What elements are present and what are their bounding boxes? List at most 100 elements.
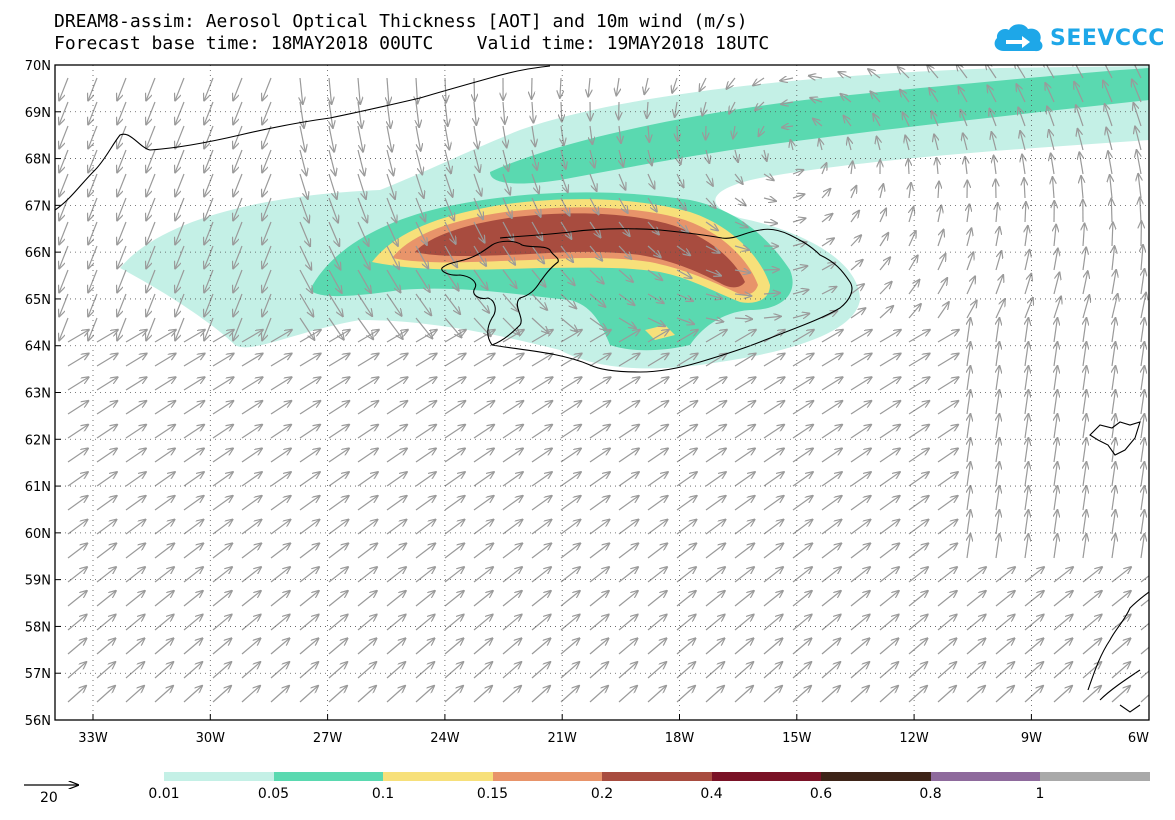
wind-arrow [618,639,637,655]
latitude-label: 66N [25,246,51,261]
wind-arrow [850,686,869,703]
wind-arrow [299,639,318,655]
wind-arrow [763,615,783,631]
wind-arrow [734,520,754,535]
wind-arrow [938,182,939,199]
wind-arrow [59,197,69,220]
wind-arrow [67,520,87,535]
wind-arrow [270,662,289,679]
wind-arrow [821,330,843,343]
wind-arrow [792,290,808,294]
wind-arrow [1083,534,1086,559]
wind-arrow [1111,294,1118,319]
wind-arrow [995,639,1014,655]
wind-arrow [844,116,852,127]
latitude-label: 60N [25,527,51,542]
wind-arrow [357,686,376,703]
wind-arrow [473,544,493,559]
wind-arrow [146,293,156,316]
wind-arrow [619,125,621,143]
wind-arrow [415,544,435,559]
wind-arrow [763,591,783,607]
wind-arrow [937,330,959,343]
wind-arrow [1045,83,1055,103]
wind-arrow [1111,662,1130,679]
wind-arrow [241,330,263,343]
wind-arrow [813,119,823,127]
wind-arrow [146,317,156,340]
latitude-label: 70N [25,59,51,74]
wind-arrow [792,330,814,343]
iceland-coastline [441,240,559,346]
wind-arrow [183,449,204,463]
wind-arrow [560,615,580,631]
wind-arrow [233,221,243,244]
wind-arrow [937,230,944,247]
wind-arrow [821,662,840,679]
wind-arrow [262,125,272,148]
wind-arrow [1141,462,1144,487]
wind-arrow [1054,414,1057,439]
wind-arrow [531,401,552,415]
wind-arrow [927,65,939,79]
wind-arrow [706,149,709,163]
wind-arrow [204,245,214,268]
wind-arrow [677,125,678,141]
wind-arrow [700,77,707,91]
wind-arrow [791,140,794,151]
wind-arrow [879,662,898,679]
wind-arrow [262,221,272,244]
wind-arrow [67,449,88,463]
colorbar-level-label: 0.1 [371,786,395,802]
wind-arrow [965,157,967,175]
wind-arrow [937,354,959,367]
wind-arrow [270,377,291,391]
wind-arrow [560,269,575,285]
wind-arrow [357,591,377,607]
wind-arrow [1074,82,1084,103]
wind-arrow [676,245,690,255]
wind-arrow [154,639,173,655]
wind-arrow [212,354,234,367]
wind-arrow [996,414,999,439]
wind-arrow [473,567,493,583]
wind-arrow [850,639,869,655]
wind-arrow [734,662,753,679]
wind-arrow [705,615,725,631]
wind-arrow [233,77,243,100]
wind-arrow [618,591,638,607]
wind-arrow [386,544,406,559]
wind-arrow [705,197,716,208]
wind-arrow [988,86,997,103]
wind-arrow [1111,199,1112,223]
wind-arrow [734,544,754,559]
wind-arrow [1140,198,1141,223]
wind-arrow [270,567,290,583]
wind-arrow [444,449,465,463]
wind-arrow [850,544,870,559]
wind-arrow [705,544,725,559]
wind-arrow [1134,65,1142,79]
wind-arrow [262,197,272,220]
wind-arrow [1082,686,1101,703]
wind-arrow [67,496,88,511]
wind-arrow [676,317,694,324]
wind-arrow [995,275,1003,295]
wind-arrow [473,377,494,391]
wind-arrow [386,125,392,152]
wind-arrow [618,449,639,463]
wind-arrow [59,173,69,196]
wind-arrow [879,401,900,415]
wind-arrow [117,149,127,172]
wind-arrow [1112,438,1115,463]
wind-arrow [821,639,840,655]
wind-arrow [386,591,406,607]
wind-arrow [299,330,321,343]
wind-arrow [676,567,696,583]
wind-arrow [154,472,175,487]
wind-arrow [473,686,492,703]
wind-arrow [241,401,262,415]
wind-arrow [763,377,784,391]
wind-arrow [763,174,774,180]
wind-arrow [502,377,523,391]
